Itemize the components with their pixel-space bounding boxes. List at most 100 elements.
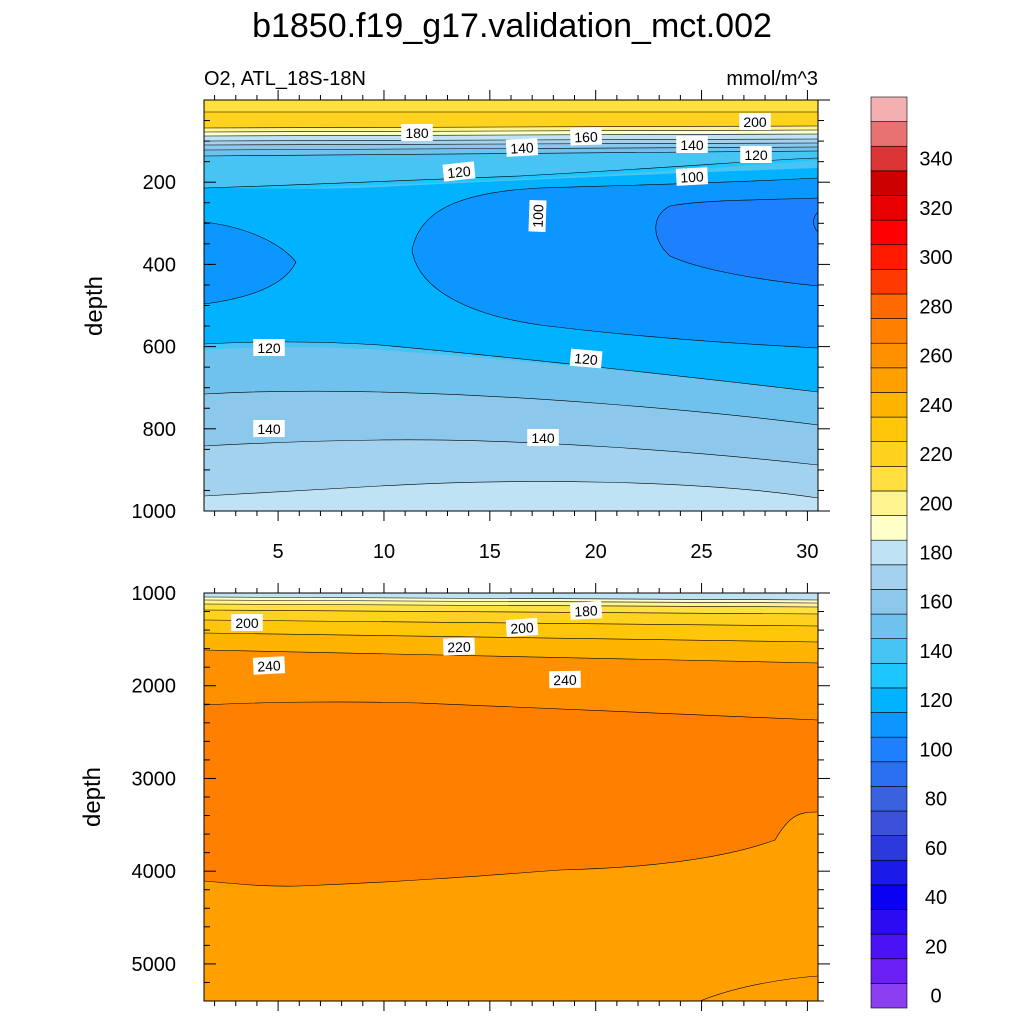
contour-label: 140 (527, 429, 559, 446)
colorbar-label: 60 (925, 838, 947, 860)
svg-text:140: 140 (680, 137, 704, 153)
contour-label: 240 (549, 670, 581, 689)
lower-fills (204, 593, 818, 1001)
colorbar-swatch (870, 466, 908, 492)
fill-170-180 (204, 593, 818, 600)
colorbar-label: 100 (919, 739, 952, 761)
colorbar-label: 300 (919, 247, 952, 269)
colorbar-swatch (870, 490, 908, 516)
contour-label: 200 (231, 614, 263, 631)
variable-label: O2, ATL_18S-18N (204, 68, 366, 90)
colorbar-swatch (870, 441, 908, 467)
y-tick-label: 800 (143, 419, 176, 441)
fill-210-220 (204, 610, 818, 626)
colorbar-swatch (870, 687, 908, 713)
contour-label: 100 (675, 167, 709, 186)
colorbar-swatch (870, 884, 908, 910)
colorbar-label: 340 (919, 149, 952, 171)
colorbar-swatch (870, 662, 908, 689)
svg-text:160: 160 (574, 129, 598, 146)
lower-y-axis: 1000 2000 3000 4000 5000 (132, 583, 830, 1002)
colorbar-swatch (870, 786, 908, 812)
colorbar-swatch (870, 244, 908, 270)
colorbar-swatch (870, 613, 908, 639)
fill-230-240 (204, 633, 818, 663)
y-tick-label: 400 (143, 254, 176, 276)
contour-label: 140 (676, 136, 708, 153)
contour-label: 120 (253, 339, 285, 356)
contour-label: 100 (528, 199, 547, 233)
fill-deep-east (700, 812, 818, 1001)
x-tick-label: 20 (585, 541, 607, 563)
chart-title: b1850.f19_g17.validation_mct.002 (252, 7, 772, 45)
x-tick-label: 5 (273, 541, 284, 563)
svg-text:200: 200 (510, 619, 535, 637)
upper-y-axis: 200 400 600 800 1000 (132, 99, 830, 523)
contour-label: 140 (253, 420, 285, 437)
colorbar-swatch (870, 293, 908, 319)
colorbar-swatch (870, 933, 908, 960)
svg-text:140: 140 (257, 421, 281, 437)
contour-label: 180 (401, 124, 433, 141)
colorbar-swatch (870, 810, 908, 836)
fill-surface (204, 100, 818, 112)
colorbar-swatch (870, 195, 908, 221)
lower-y-label: depth (79, 767, 106, 827)
contour-label: 200 (505, 617, 539, 638)
svg-text:140: 140 (531, 430, 555, 446)
colorbar-swatch (870, 564, 908, 590)
colorbar-swatch (870, 367, 908, 393)
svg-text:240: 240 (257, 657, 281, 674)
lower-contour-labels: 200 180 200 220 240 240 (231, 601, 603, 689)
colorbar-label: 280 (919, 296, 952, 318)
y-tick-label: 1000 (132, 501, 177, 523)
colorbar-swatch (870, 342, 908, 369)
x-tick-label: 10 (373, 541, 395, 563)
svg-text:200: 200 (743, 114, 767, 130)
x-tick-label: 30 (796, 541, 818, 563)
colorbar-swatch (870, 835, 908, 861)
colorbar-label: 0 (930, 986, 941, 1008)
colorbar-label: 240 (919, 395, 952, 417)
colorbar-swatch (870, 96, 908, 122)
svg-text:200: 200 (235, 615, 259, 631)
x-tick-label: 25 (690, 541, 712, 563)
colorbar-swatch (870, 736, 908, 763)
units-label: mmol/m^3 (726, 68, 818, 90)
svg-text:140: 140 (510, 139, 534, 156)
y-tick-label: 4000 (132, 861, 177, 883)
upper-fills (204, 100, 818, 511)
svg-text:120: 120 (257, 340, 281, 356)
contour-label: 120 (740, 146, 772, 163)
colorbar-swatch (870, 145, 908, 172)
x-tick-label: 15 (479, 541, 501, 563)
y-tick-label: 5000 (132, 954, 177, 976)
colorbar-swatch (870, 589, 908, 615)
colorbar-swatch (870, 170, 908, 196)
contour-label: 160 (569, 127, 603, 146)
colorbar-label: 160 (919, 592, 952, 614)
colorbar-label: 180 (919, 543, 952, 565)
y-tick-label: 600 (143, 337, 176, 359)
svg-text:240: 240 (553, 672, 577, 688)
svg-text:100: 100 (680, 168, 704, 185)
colorbar-swatch (870, 539, 908, 566)
y-tick-label: 1000 (132, 583, 177, 605)
lower-x-axis (214, 583, 808, 1011)
svg-text:120: 120 (744, 147, 768, 163)
upper-y-label: depth (81, 276, 108, 336)
contour-label: 200 (739, 113, 771, 130)
svg-text:220: 220 (447, 639, 471, 656)
colorbar-label: 140 (919, 641, 952, 663)
fill-west-lens (204, 222, 296, 304)
colorbar-swatch (870, 638, 908, 664)
colorbar-swatch (870, 712, 908, 738)
colorbar-label: 120 (919, 690, 952, 712)
contour-label: 180 (569, 601, 603, 620)
colorbar-swatch (870, 859, 908, 886)
colorbar-label: 260 (919, 346, 952, 368)
colorbar-swatch (870, 416, 908, 443)
contour-label: 220 (442, 637, 476, 656)
